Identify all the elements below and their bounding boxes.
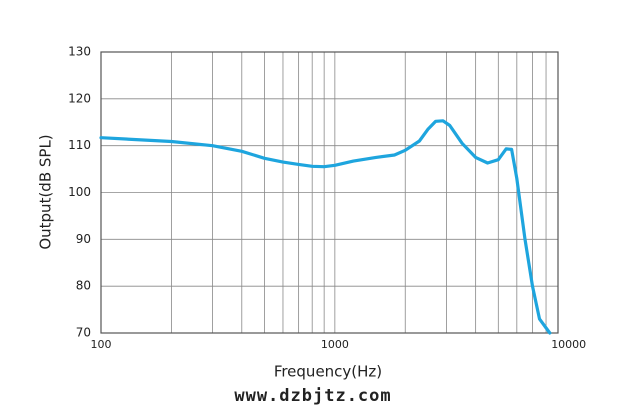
- y-axis-label: Output(dB SPL): [37, 134, 55, 249]
- watermark: www.dzbjtz.com: [234, 386, 391, 406]
- x-tick-label: 1000: [321, 338, 349, 351]
- x-tick-label: 10000: [551, 338, 586, 351]
- line-series: [99, 119, 552, 335]
- x-axis-label: Frequency(Hz): [274, 363, 382, 381]
- y-tick-label: 80: [76, 279, 91, 293]
- y-tick-label: 90: [76, 232, 91, 246]
- y-tick-label: 70: [76, 326, 91, 340]
- plot-frame: [100, 51, 559, 334]
- y-tick-label: 100: [68, 185, 91, 199]
- y-tick-label: 110: [68, 138, 91, 152]
- y-tick-label: 120: [68, 91, 91, 105]
- x-tick-label: 100: [91, 338, 112, 351]
- y-tick-label: 130: [68, 45, 91, 59]
